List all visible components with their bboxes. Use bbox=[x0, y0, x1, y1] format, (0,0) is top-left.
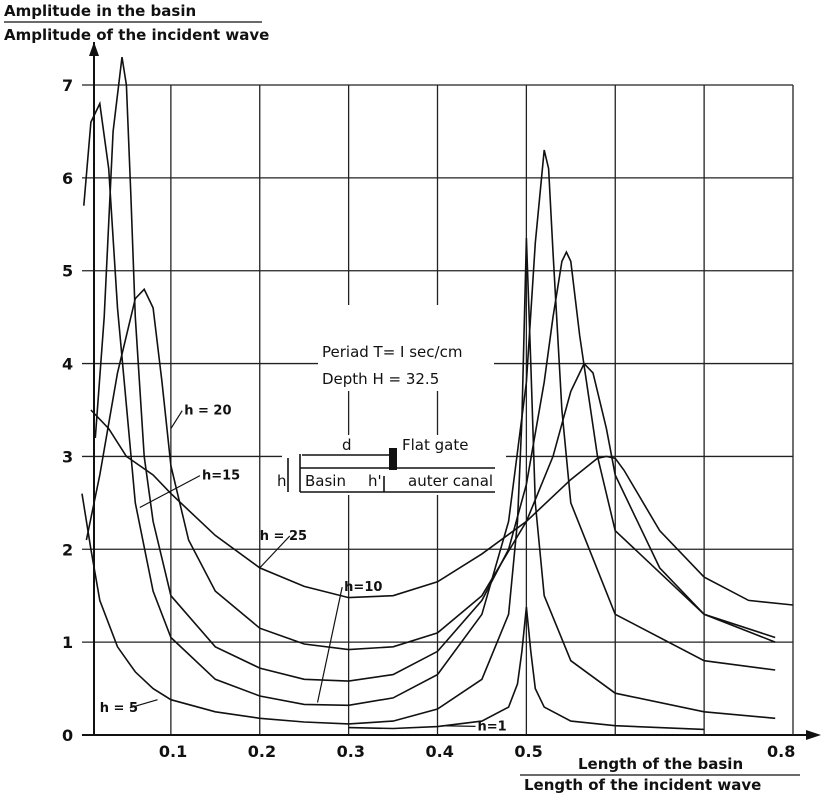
curve-label-leader bbox=[139, 475, 201, 509]
x-tick-label: 0.1 bbox=[159, 742, 187, 761]
curves bbox=[81, 56, 794, 731]
curve-label-leader bbox=[170, 410, 183, 429]
axes bbox=[82, 42, 821, 740]
x-tick-label: 0.2 bbox=[248, 742, 276, 761]
curve-label: h=10 bbox=[344, 580, 382, 595]
curve-label-leader bbox=[129, 699, 158, 709]
x-axis-title-top: Length of the basin bbox=[578, 755, 743, 773]
x-tick-label: 0.8 bbox=[767, 742, 795, 761]
inset-h-label: h bbox=[277, 472, 287, 490]
curve-label: h = 5 bbox=[100, 701, 138, 716]
series-line bbox=[90, 409, 794, 606]
y-tick-label: 2 bbox=[62, 540, 73, 559]
curve-label: h=15 bbox=[202, 469, 240, 484]
y-axis-title-bottom: Amplitude of the incident wave bbox=[4, 26, 269, 44]
x-axis-title-bottom: Length of the incident wave bbox=[524, 776, 761, 794]
curve-labels: h = 20 h=15 h = 25 h=10 h = 5 h=1 bbox=[100, 404, 507, 735]
y-tick-label: 4 bbox=[62, 355, 73, 374]
curve-label-leader bbox=[441, 725, 476, 727]
annotation-background bbox=[318, 305, 494, 391]
curve-label: h=1 bbox=[477, 719, 506, 734]
y-tick-label: 1 bbox=[62, 633, 73, 652]
annotation-depth: Depth H = 32.5 bbox=[322, 370, 439, 388]
x-tick-label: 0.5 bbox=[514, 742, 542, 761]
y-tick-label: 0 bbox=[62, 726, 73, 745]
y-tick-label: 5 bbox=[62, 262, 73, 281]
series-line bbox=[85, 287, 776, 651]
x-tick-label: 0.4 bbox=[426, 742, 454, 761]
curve-label-leader bbox=[259, 535, 291, 569]
inset-diagram: d h Basin h' Flat gate auter canal bbox=[277, 435, 506, 495]
inset-outer-canal-label: auter canal bbox=[408, 472, 493, 490]
tick-labels: 0.1 0.2 0.3 0.4 0.5 0.8 0 1 2 3 4 5 6 7 bbox=[62, 76, 795, 761]
series-line bbox=[83, 100, 776, 707]
x-tick-label: 0.3 bbox=[337, 742, 365, 761]
y-tick-label: 3 bbox=[62, 447, 73, 466]
y-axis-title-top: Amplitude in the basin bbox=[4, 2, 196, 20]
inset-h-prime-label: h' bbox=[368, 472, 382, 490]
y-tick-label: 6 bbox=[62, 169, 73, 188]
curve-label-leader bbox=[316, 586, 343, 703]
annotation-period: Periad T= I sec/cm bbox=[322, 343, 462, 361]
inset-basin-label: Basin bbox=[305, 472, 346, 490]
x-axis-arrow bbox=[806, 730, 821, 740]
inset-d-label: d bbox=[342, 436, 352, 454]
series-line bbox=[81, 238, 776, 725]
inset-flat-gate-label: Flat gate bbox=[402, 436, 468, 454]
curve-label: h = 25 bbox=[260, 529, 307, 544]
curve-label: h = 20 bbox=[184, 404, 231, 419]
inset-flat-gate bbox=[389, 448, 397, 470]
series-line bbox=[94, 56, 776, 682]
y-axis-arrow bbox=[89, 42, 99, 56]
y-tick-label: 7 bbox=[62, 76, 73, 95]
